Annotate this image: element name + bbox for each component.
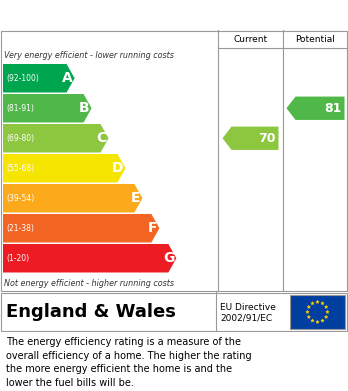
Text: G: G: [163, 251, 174, 265]
Polygon shape: [307, 315, 311, 319]
Text: B: B: [79, 101, 89, 115]
Text: England & Wales: England & Wales: [6, 303, 176, 321]
Polygon shape: [3, 154, 126, 183]
Polygon shape: [310, 318, 315, 323]
Polygon shape: [321, 301, 325, 305]
Text: The energy efficiency rating is a measure of the
overall efficiency of a home. T: The energy efficiency rating is a measur…: [6, 337, 252, 388]
Text: 70: 70: [258, 132, 276, 145]
Polygon shape: [222, 127, 278, 150]
Text: (39-54): (39-54): [6, 194, 34, 203]
Polygon shape: [3, 94, 92, 122]
Text: (69-80): (69-80): [6, 134, 34, 143]
Text: Energy Efficiency Rating: Energy Efficiency Rating: [9, 7, 230, 23]
Text: (81-91): (81-91): [6, 104, 34, 113]
Text: 81: 81: [324, 102, 341, 115]
Text: Very energy efficient - lower running costs: Very energy efficient - lower running co…: [4, 52, 174, 61]
Text: A: A: [62, 71, 73, 85]
Polygon shape: [321, 318, 325, 323]
Text: (1-20): (1-20): [6, 254, 29, 263]
Polygon shape: [3, 124, 109, 152]
Polygon shape: [324, 305, 328, 309]
Text: Current: Current: [234, 34, 268, 43]
Text: C: C: [96, 131, 106, 145]
Text: (92-100): (92-100): [6, 74, 39, 83]
Text: 2002/91/EC: 2002/91/EC: [220, 314, 272, 323]
Text: Not energy efficient - higher running costs: Not energy efficient - higher running co…: [4, 280, 174, 289]
Polygon shape: [3, 64, 74, 93]
Polygon shape: [315, 320, 319, 324]
Text: D: D: [112, 161, 124, 175]
Polygon shape: [324, 315, 328, 319]
Text: (21-38): (21-38): [6, 224, 34, 233]
Polygon shape: [3, 214, 159, 242]
Polygon shape: [3, 244, 176, 273]
Bar: [290, 295, 345, 329]
Text: E: E: [131, 191, 141, 205]
Text: Potential: Potential: [295, 34, 335, 43]
Polygon shape: [306, 310, 310, 314]
Polygon shape: [315, 300, 319, 304]
Text: (55-68): (55-68): [6, 164, 34, 173]
Polygon shape: [310, 301, 315, 305]
Polygon shape: [3, 184, 142, 212]
Polygon shape: [286, 97, 345, 120]
Polygon shape: [307, 305, 311, 309]
Text: F: F: [148, 221, 157, 235]
Polygon shape: [325, 310, 330, 314]
Text: EU Directive: EU Directive: [220, 303, 276, 312]
